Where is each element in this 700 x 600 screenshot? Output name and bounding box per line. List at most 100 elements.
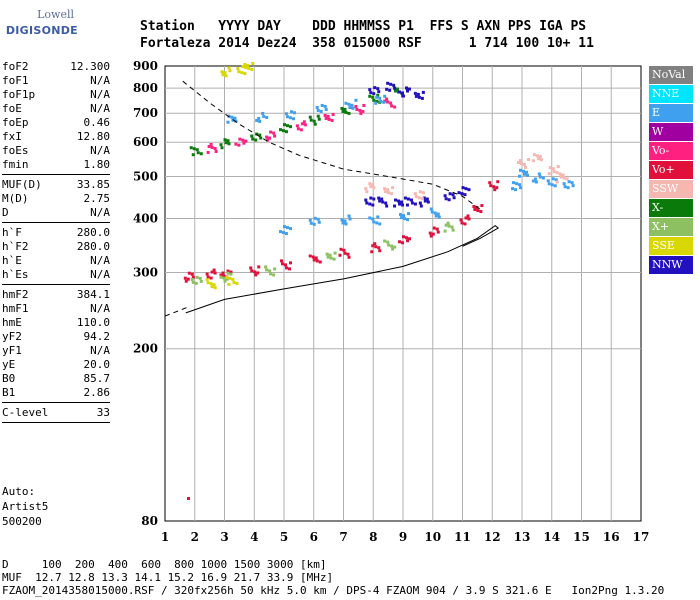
data-point <box>292 111 296 115</box>
data-point <box>368 88 372 92</box>
y-tick-label: 200 <box>133 342 158 356</box>
x-tick-label: 16 <box>603 530 620 544</box>
data-point <box>361 109 365 113</box>
data-point <box>257 265 261 269</box>
data-point <box>223 71 227 75</box>
data-point <box>387 243 391 247</box>
data-point <box>434 214 438 218</box>
param-value: 12.300 <box>70 60 110 73</box>
data-point <box>393 86 397 90</box>
data-point <box>388 88 392 92</box>
data-point <box>561 173 565 177</box>
data-point <box>313 216 317 220</box>
data-point <box>206 150 210 154</box>
data-point <box>339 247 343 251</box>
data-point <box>421 90 425 94</box>
data-point <box>519 159 522 163</box>
data-point <box>237 70 241 74</box>
data-point <box>457 191 461 195</box>
data-point <box>443 229 447 233</box>
data-point <box>343 219 347 223</box>
data-point <box>431 232 435 236</box>
data-point <box>265 268 269 272</box>
data-point <box>254 138 258 142</box>
param-value: 2.86 <box>83 386 111 399</box>
data-point <box>272 131 276 135</box>
data-point <box>418 201 422 205</box>
data-point <box>225 277 229 281</box>
data-point <box>251 137 255 141</box>
data-point <box>515 182 519 186</box>
data-point <box>407 212 410 216</box>
data-point <box>370 250 374 254</box>
data-point <box>299 128 303 132</box>
x-tick-label: 1 <box>161 530 169 544</box>
data-point <box>190 272 194 276</box>
data-point <box>212 268 216 272</box>
param-row: B1 2.86 <box>2 386 110 400</box>
data-point <box>383 239 387 243</box>
data-point <box>464 216 468 220</box>
y-tick-label: 800 <box>133 81 158 95</box>
data-point <box>410 201 414 205</box>
data-point <box>289 110 293 114</box>
y-tick-label: 900 <box>133 59 158 73</box>
data-point <box>422 196 426 200</box>
data-point <box>227 66 231 70</box>
param-name: fxI <box>2 130 22 143</box>
data-point <box>518 183 522 187</box>
data-point <box>316 217 320 221</box>
data-point <box>220 70 224 74</box>
data-point <box>250 134 254 138</box>
data-point <box>523 163 526 167</box>
data-point <box>492 185 496 189</box>
data-point <box>558 172 562 176</box>
data-point <box>419 204 423 208</box>
legend-item: Vo- <box>649 142 693 160</box>
data-point <box>436 212 440 216</box>
data-point <box>565 177 569 181</box>
data-point <box>365 201 369 205</box>
data-point <box>241 138 245 142</box>
data-point <box>406 197 410 201</box>
data-point <box>289 125 292 129</box>
data-point <box>222 276 226 280</box>
param-row: B0 85.7 <box>2 372 110 386</box>
data-point <box>372 98 376 102</box>
param-name: hmF2 <box>2 288 29 301</box>
param-value: N/A <box>90 302 110 315</box>
data-point <box>420 96 424 100</box>
data-point <box>313 122 317 126</box>
data-point <box>226 271 230 275</box>
data-point <box>364 187 368 191</box>
data-point <box>417 95 421 99</box>
x-tick-label: 6 <box>310 530 318 544</box>
data-point <box>556 165 560 169</box>
param-name: yF1 <box>2 344 22 357</box>
data-point <box>209 276 213 280</box>
isolated-echo <box>187 497 190 500</box>
data-point <box>312 222 316 226</box>
data-point <box>244 66 248 69</box>
data-point <box>460 192 464 196</box>
data-point <box>186 277 190 281</box>
legend-item: W <box>649 123 693 141</box>
data-point <box>227 142 231 146</box>
data-point <box>369 185 373 189</box>
param-name: D <box>2 206 9 219</box>
legend-item: Vo+ <box>649 161 693 179</box>
param-separator <box>2 222 110 223</box>
data-point <box>347 111 351 115</box>
data-point <box>371 95 375 99</box>
data-point <box>328 253 332 257</box>
data-point <box>280 259 283 263</box>
data-point <box>249 266 253 270</box>
data-point <box>571 184 575 188</box>
param-row: yF2 94.2 <box>2 330 110 344</box>
data-point <box>392 83 396 87</box>
data-point <box>546 179 550 183</box>
data-point <box>232 280 236 284</box>
data-point <box>378 222 382 226</box>
data-point <box>555 180 559 184</box>
data-point <box>402 94 405 98</box>
